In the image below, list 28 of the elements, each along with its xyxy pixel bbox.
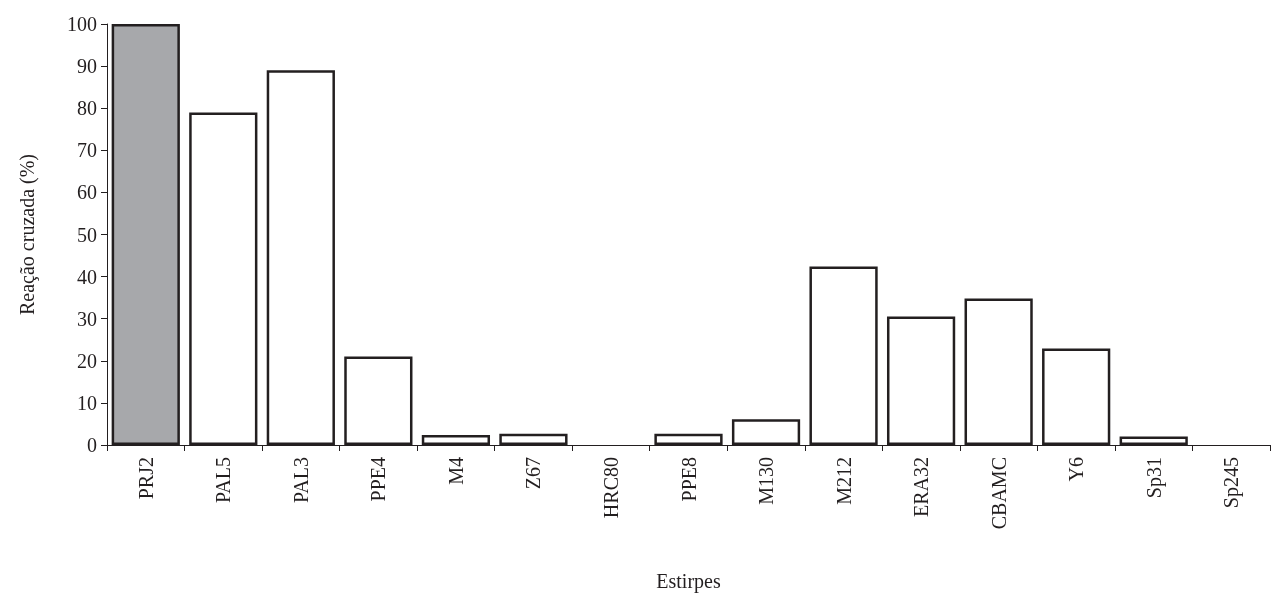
y-tick-label: 80 (77, 97, 97, 120)
y-axis-title: Reação cruzada (%) (16, 154, 39, 315)
y-tick-label: 70 (77, 139, 97, 162)
x-tick-label: ERA32 (910, 457, 933, 517)
x-tick-label: Y6 (1065, 457, 1088, 482)
x-tick-label: CBAMC (987, 457, 1010, 530)
y-tick-label: 30 (77, 307, 97, 330)
x-tick-label: Sp31 (1142, 457, 1166, 499)
y-tick-label: 20 (77, 349, 97, 372)
x-tick-label: HRC80 (599, 457, 622, 519)
x-tick-label: PAL5 (212, 457, 235, 503)
y-tick-label: 60 (77, 181, 97, 204)
y-tick-label: 0 (87, 434, 97, 456)
x-axis-title: Estirpes (656, 570, 721, 593)
x-tick-label: PAL3 (289, 457, 312, 503)
x-tick-label: M212 (832, 457, 855, 505)
y-tick-label: 90 (77, 55, 97, 78)
x-tick-label: M130 (755, 457, 778, 505)
x-tick-label: Z67 (522, 457, 545, 490)
x-tick-label: PPE8 (677, 457, 700, 502)
x-tick-label: M4 (444, 457, 467, 485)
x-tick-label: PRJ2 (134, 457, 157, 500)
y-tick-label: 100 (67, 13, 97, 35)
y-tick-label: 10 (77, 391, 97, 414)
y-tick-label: 40 (77, 265, 97, 288)
x-tick-label: Sp245 (1220, 457, 1244, 509)
x-tick-label: PPE4 (367, 457, 390, 502)
y-tick-label: 50 (77, 223, 97, 246)
